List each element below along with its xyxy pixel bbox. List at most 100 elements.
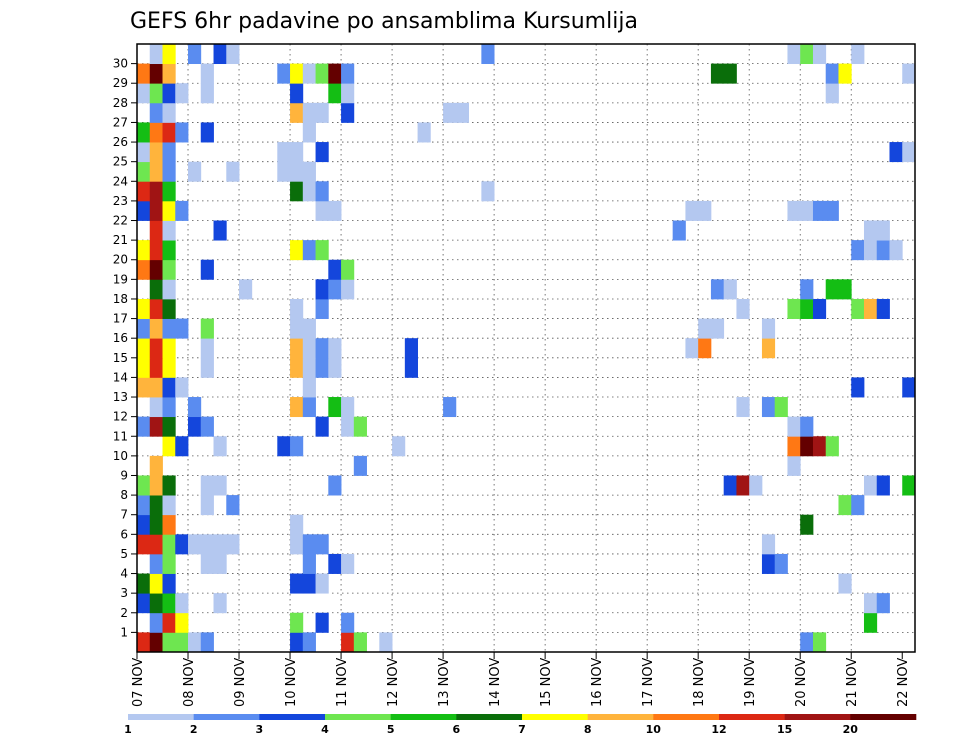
x-tick-label: 09 NOV (233, 658, 248, 707)
heatmap-cell (290, 63, 304, 84)
heatmap-cell (149, 338, 163, 359)
heatmap-cell (137, 318, 151, 339)
heatmap-cell (175, 377, 189, 398)
heatmap-cell (162, 298, 176, 319)
heatmap-cell (277, 161, 291, 182)
heatmap-cell (137, 259, 151, 280)
heatmap-cell (200, 357, 214, 378)
heatmap-cell (851, 298, 865, 319)
heatmap-cell (290, 318, 304, 339)
heatmap-cell (723, 63, 737, 84)
heatmap-cell (162, 83, 176, 104)
heatmap-cell (137, 83, 151, 104)
x-tick-label: 13 NOV (437, 658, 452, 707)
heatmap-cell (761, 318, 776, 339)
y-tick-label: 28 (113, 96, 128, 110)
y-tick-label: 14 (113, 370, 128, 384)
heatmap-cell (162, 161, 176, 182)
heatmap-cell (290, 632, 304, 653)
heatmap-cell (162, 318, 176, 339)
heatmap-cell (863, 612, 878, 633)
heatmap-cell (137, 122, 151, 143)
heatmap-cell (315, 102, 329, 123)
heatmap-cell (162, 44, 176, 65)
heatmap-cell (149, 259, 163, 280)
y-tick-label: 23 (113, 194, 128, 208)
heatmap-cell (851, 495, 865, 516)
heatmap-cell (723, 279, 737, 300)
heatmap-cell (889, 142, 903, 163)
heatmap-cell (800, 44, 814, 65)
heatmap-cell (290, 573, 304, 594)
heatmap-cell (175, 436, 189, 457)
heatmap-cell (302, 357, 316, 378)
heatmap-cell (200, 534, 214, 555)
heatmap-cell (302, 632, 316, 653)
heatmap-cell (188, 534, 202, 555)
colorbar-swatch (850, 714, 917, 720)
heatmap-cell (137, 593, 151, 614)
colorbar-swatch (719, 714, 785, 720)
x-tick-label: 17 NOV (641, 658, 656, 707)
heatmap-cell (698, 338, 712, 359)
heatmap-cell (149, 514, 163, 535)
heatmap-cell (800, 514, 814, 535)
x-tick-label: 08 NOV (182, 658, 197, 707)
heatmap-cell (162, 338, 176, 359)
heatmap-cell (341, 279, 355, 300)
colorbar-label: 7 (518, 723, 526, 736)
colorbar-swatch (522, 714, 588, 720)
heatmap-cell (787, 416, 801, 437)
heatmap-cell (341, 612, 355, 633)
heatmap-cell (149, 357, 163, 378)
heatmap-cell (162, 240, 176, 261)
heatmap-cell (315, 612, 329, 633)
heatmap-cell (200, 63, 214, 84)
heatmap-cell (838, 495, 852, 516)
x-tick-label: 11 NOV (335, 658, 350, 707)
heatmap-cell (341, 397, 355, 418)
heatmap-cell (315, 142, 329, 163)
y-tick-label: 2 (120, 606, 128, 620)
heatmap-cell (137, 338, 151, 359)
heatmap-cell (137, 298, 151, 319)
heatmap-cell (290, 181, 304, 202)
heatmap-cell (162, 220, 176, 241)
heatmap-cell (188, 632, 202, 653)
heatmap-cell (162, 357, 176, 378)
heatmap-cell (455, 102, 469, 123)
heatmap-cell (149, 44, 163, 65)
heatmap-cell (876, 298, 890, 319)
heatmap-cell (774, 553, 788, 574)
heatmap-cell (277, 436, 291, 457)
heatmap-cell (302, 318, 316, 339)
heatmap-cell (698, 200, 712, 221)
colorbar-swatch (259, 714, 326, 720)
heatmap-cell (149, 83, 163, 104)
y-tick-label: 13 (113, 390, 128, 404)
heatmap-cell (290, 83, 304, 104)
heatmap-cell (800, 200, 814, 221)
heatmap-cell (825, 436, 839, 457)
colorbar-swatch (390, 714, 457, 720)
heatmap-cell (137, 475, 151, 496)
heatmap-cell (302, 122, 316, 143)
y-tick-label: 15 (113, 351, 128, 365)
heatmap-cell (175, 318, 189, 339)
heatmap-cell (162, 377, 176, 398)
heatmap-cell (443, 102, 457, 123)
heatmap-cell (392, 436, 406, 457)
heatmap-cell (149, 122, 163, 143)
heatmap-cell (175, 612, 189, 633)
heatmap-cell (200, 416, 214, 437)
heatmap-cell (812, 632, 827, 653)
x-tick-label: 12 NOV (386, 658, 401, 707)
colorbar-swatch (325, 714, 391, 720)
heatmap-cell (137, 495, 151, 516)
heatmap-cell (277, 142, 291, 163)
heatmap-cell (825, 83, 839, 104)
heatmap-cell (825, 63, 839, 84)
y-tick-label: 12 (113, 410, 128, 424)
heatmap-cell (302, 397, 316, 418)
heatmap-cell (137, 573, 151, 594)
